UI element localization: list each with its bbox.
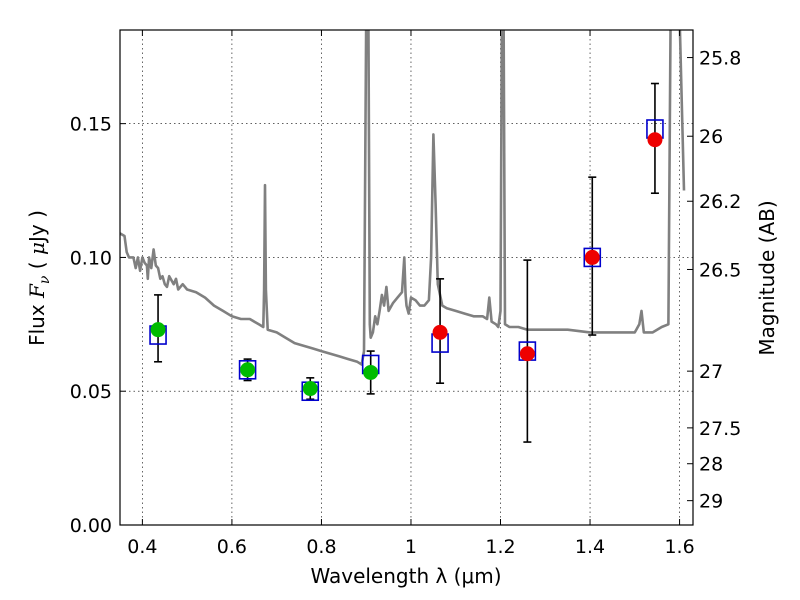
x-tick-label: 0.8 bbox=[306, 536, 336, 558]
observed-flux-marker bbox=[519, 346, 535, 362]
y-tick-label: 0.10 bbox=[70, 247, 112, 269]
observed-flux-marker bbox=[240, 362, 256, 378]
observed-flux-marker bbox=[432, 324, 448, 340]
photometry-point bbox=[149, 294, 167, 363]
observed-flux-marker bbox=[647, 132, 663, 148]
y-axis-label-part: ( bbox=[25, 255, 49, 276]
right-tick-label: 26.2 bbox=[699, 191, 741, 213]
spectrum-line bbox=[120, 30, 686, 366]
y-tick-label: 0.00 bbox=[70, 515, 112, 537]
right-tick-label: 26.5 bbox=[699, 259, 741, 281]
photometry-point bbox=[646, 82, 664, 195]
x-tick-label: 0.4 bbox=[127, 536, 157, 558]
y-tick-label: 0.05 bbox=[70, 381, 112, 403]
plot-background bbox=[120, 30, 693, 525]
model-flux-marker bbox=[238, 360, 257, 380]
observed-flux-marker bbox=[302, 381, 318, 397]
right-tick-label: 28 bbox=[699, 454, 723, 476]
observed-flux-marker bbox=[150, 322, 166, 338]
x-tick-label: 1 bbox=[405, 536, 417, 558]
plot-frame bbox=[119, 29, 694, 526]
y-axis-label-part: F bbox=[25, 283, 49, 299]
photometry-point bbox=[301, 377, 320, 402]
right-axis-label: Magnitude (AB) bbox=[755, 200, 779, 355]
x-tick-label: 1.2 bbox=[485, 536, 515, 558]
photometry-point bbox=[431, 278, 449, 384]
observed-flux-marker bbox=[363, 364, 379, 380]
y-axis-label-part: ν bbox=[37, 275, 53, 284]
model-flux-marker bbox=[583, 247, 602, 268]
y-axis-label-part: Flux bbox=[25, 298, 49, 346]
right-tick-label: 27.5 bbox=[699, 418, 741, 440]
x-axis-label: Wavelength λ (μm) bbox=[310, 564, 501, 588]
observed-flux-marker bbox=[584, 249, 600, 265]
right-tick-label: 29 bbox=[699, 491, 723, 513]
photometry-points bbox=[149, 82, 664, 443]
right-tick-label: 25.8 bbox=[699, 48, 741, 70]
right-tick-label: 26 bbox=[699, 126, 723, 148]
photometry-point bbox=[518, 259, 537, 443]
right-tick-label: 27 bbox=[699, 361, 723, 383]
y-tick-label: 0.15 bbox=[70, 114, 112, 136]
y-axis-label-part: Jy ) bbox=[25, 210, 49, 244]
photometry-point bbox=[238, 358, 257, 382]
x-tick-label: 1.6 bbox=[664, 536, 694, 558]
photometry-point bbox=[583, 176, 602, 336]
axis-ticks: 0.4 0.6 0.8 1 1.2 1.4 1.6 0.00 0.05 0.10 0.15 25.8 2… bbox=[70, 30, 741, 558]
photometry-point bbox=[361, 350, 380, 395]
x-tick-label: 1.4 bbox=[575, 536, 605, 558]
y-axis-label: Flux Fν ( μJy ) bbox=[25, 210, 53, 346]
x-tick-label: 0.6 bbox=[217, 536, 247, 558]
model-spectrum bbox=[120, 30, 686, 366]
y-axis-label-part: μ bbox=[25, 242, 49, 255]
